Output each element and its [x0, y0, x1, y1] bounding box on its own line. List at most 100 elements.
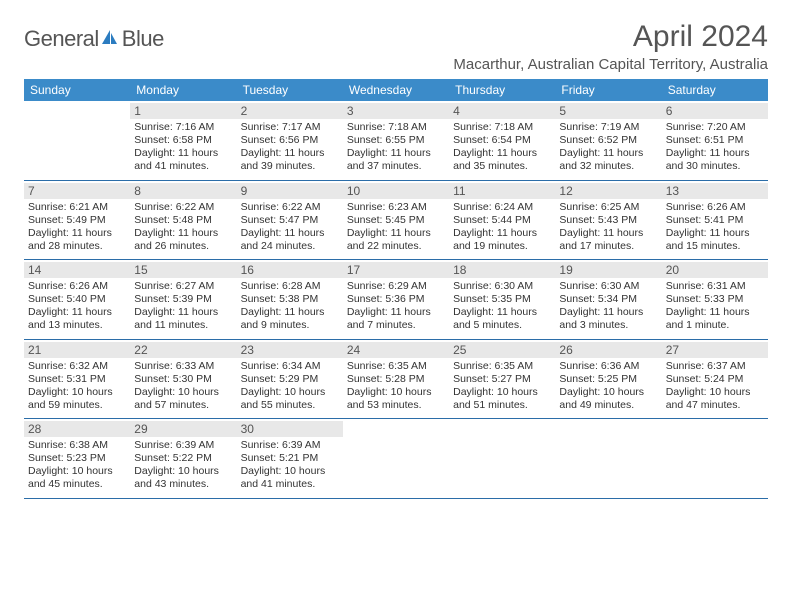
day-detail-line: and 51 minutes.	[453, 399, 551, 412]
day-number: 23	[237, 342, 343, 358]
day-detail-line: Sunrise: 6:23 AM	[347, 201, 445, 214]
sail-icon	[100, 28, 120, 51]
day-detail-line: and 28 minutes.	[28, 240, 126, 253]
day-details: Sunrise: 6:30 AMSunset: 5:34 PMDaylight:…	[559, 280, 657, 333]
day-detail-line: Daylight: 10 hours	[347, 386, 445, 399]
day-details: Sunrise: 6:39 AMSunset: 5:21 PMDaylight:…	[241, 439, 339, 492]
day-detail-line: Daylight: 11 hours	[347, 147, 445, 160]
day-detail-line: and 17 minutes.	[559, 240, 657, 253]
day-detail-line: Daylight: 11 hours	[241, 147, 339, 160]
day-detail-line: Sunset: 5:47 PM	[241, 214, 339, 227]
weekday-header: Sunday	[24, 79, 130, 101]
day-detail-line: Sunset: 5:38 PM	[241, 293, 339, 306]
weekday-header-row: SundayMondayTuesdayWednesdayThursdayFrid…	[24, 79, 768, 101]
day-cell: 28Sunrise: 6:38 AMSunset: 5:23 PMDayligh…	[24, 419, 130, 498]
day-detail-line: Daylight: 10 hours	[559, 386, 657, 399]
day-detail-line: and 49 minutes.	[559, 399, 657, 412]
day-detail-line: Sunset: 5:25 PM	[559, 373, 657, 386]
day-detail-line: Sunrise: 6:28 AM	[241, 280, 339, 293]
day-number: 19	[555, 262, 661, 278]
day-detail-line: Daylight: 11 hours	[559, 227, 657, 240]
day-details: Sunrise: 6:29 AMSunset: 5:36 PMDaylight:…	[347, 280, 445, 333]
day-number: 16	[237, 262, 343, 278]
month-title: April 2024	[453, 20, 768, 54]
day-detail-line: Sunrise: 6:22 AM	[134, 201, 232, 214]
day-number: 6	[662, 103, 768, 119]
day-details: Sunrise: 6:25 AMSunset: 5:43 PMDaylight:…	[559, 201, 657, 254]
day-number: 18	[449, 262, 555, 278]
day-detail-line: Sunrise: 7:18 AM	[453, 121, 551, 134]
day-detail-line: Sunrise: 7:20 AM	[666, 121, 764, 134]
day-number: 4	[449, 103, 555, 119]
day-number: 14	[24, 262, 130, 278]
day-detail-line: Daylight: 11 hours	[559, 147, 657, 160]
day-detail-line: Sunset: 5:23 PM	[28, 452, 126, 465]
day-detail-line: Daylight: 11 hours	[134, 147, 232, 160]
day-number: 22	[130, 342, 236, 358]
day-details: Sunrise: 6:23 AMSunset: 5:45 PMDaylight:…	[347, 201, 445, 254]
day-cell: 15Sunrise: 6:27 AMSunset: 5:39 PMDayligh…	[130, 260, 236, 339]
day-detail-line: Sunset: 5:39 PM	[134, 293, 232, 306]
day-details: Sunrise: 6:39 AMSunset: 5:22 PMDaylight:…	[134, 439, 232, 492]
day-details: Sunrise: 7:17 AMSunset: 6:56 PMDaylight:…	[241, 121, 339, 174]
day-details: Sunrise: 7:19 AMSunset: 6:52 PMDaylight:…	[559, 121, 657, 174]
day-detail-line: Sunrise: 7:17 AM	[241, 121, 339, 134]
day-details: Sunrise: 6:35 AMSunset: 5:27 PMDaylight:…	[453, 360, 551, 413]
day-detail-line: Sunrise: 6:34 AM	[241, 360, 339, 373]
day-detail-line: Sunset: 5:36 PM	[347, 293, 445, 306]
calendar-page: General Blue April 2024 Macarthur, Austr…	[0, 0, 792, 519]
day-detail-line: Sunset: 5:27 PM	[453, 373, 551, 386]
day-details: Sunrise: 6:31 AMSunset: 5:33 PMDaylight:…	[666, 280, 764, 333]
day-detail-line: Sunrise: 6:30 AM	[559, 280, 657, 293]
day-detail-line: Sunrise: 6:35 AM	[453, 360, 551, 373]
week-row: 7Sunrise: 6:21 AMSunset: 5:49 PMDaylight…	[24, 181, 768, 261]
day-details: Sunrise: 6:27 AMSunset: 5:39 PMDaylight:…	[134, 280, 232, 333]
day-detail-line: Sunrise: 6:31 AM	[666, 280, 764, 293]
day-detail-line: Sunset: 6:51 PM	[666, 134, 764, 147]
day-details: Sunrise: 6:28 AMSunset: 5:38 PMDaylight:…	[241, 280, 339, 333]
day-detail-line: Daylight: 11 hours	[241, 227, 339, 240]
day-detail-line: Daylight: 11 hours	[666, 147, 764, 160]
day-number: 29	[130, 421, 236, 437]
brand-name-gray: General	[24, 26, 99, 52]
day-number: 28	[24, 421, 130, 437]
day-details: Sunrise: 7:16 AMSunset: 6:58 PMDaylight:…	[134, 121, 232, 174]
day-detail-line: and 53 minutes.	[347, 399, 445, 412]
day-detail-line: Daylight: 10 hours	[134, 465, 232, 478]
weekday-header: Thursday	[449, 79, 555, 101]
day-cell: 7Sunrise: 6:21 AMSunset: 5:49 PMDaylight…	[24, 181, 130, 260]
day-detail-line: Daylight: 11 hours	[453, 147, 551, 160]
week-row: 1Sunrise: 7:16 AMSunset: 6:58 PMDaylight…	[24, 101, 768, 181]
location-text: Macarthur, Australian Capital Territory,…	[453, 56, 768, 73]
day-detail-line: Sunrise: 6:29 AM	[347, 280, 445, 293]
day-detail-line: and 26 minutes.	[134, 240, 232, 253]
day-detail-line: and 45 minutes.	[28, 478, 126, 491]
weekday-header: Monday	[130, 79, 236, 101]
day-detail-line: Daylight: 11 hours	[134, 227, 232, 240]
day-cell: 8Sunrise: 6:22 AMSunset: 5:48 PMDaylight…	[130, 181, 236, 260]
day-detail-line: Sunset: 5:22 PM	[134, 452, 232, 465]
day-detail-line: Daylight: 10 hours	[453, 386, 551, 399]
day-detail-line: Sunrise: 6:35 AM	[347, 360, 445, 373]
day-cell: 16 Sunrise: 6:28 AMSunset: 5:38 PMDayligh…	[237, 260, 343, 339]
day-detail-line: and 30 minutes.	[666, 160, 764, 173]
title-block: April 2024 Macarthur, Australian Capital…	[453, 20, 768, 73]
day-detail-line: and 57 minutes.	[134, 399, 232, 412]
day-details: Sunrise: 6:37 AMSunset: 5:24 PMDaylight:…	[666, 360, 764, 413]
day-detail-line: and 11 minutes.	[134, 319, 232, 332]
day-detail-line: Daylight: 11 hours	[666, 227, 764, 240]
day-cell: 17Sunrise: 6:29 AMSunset: 5:36 PMDayligh…	[343, 260, 449, 339]
day-number: 27	[662, 342, 768, 358]
day-detail-line: Daylight: 11 hours	[453, 227, 551, 240]
day-detail-line: Daylight: 10 hours	[241, 386, 339, 399]
day-cell: 29 Sunrise: 6:39 AMSunset: 5:22 PMDayligh…	[130, 419, 236, 498]
day-detail-line: Sunset: 5:35 PM	[453, 293, 551, 306]
week-row: 14Sunrise: 6:26 AMSunset: 5:40 PMDayligh…	[24, 260, 768, 340]
day-details: Sunrise: 6:34 AMSunset: 5:29 PMDaylight:…	[241, 360, 339, 413]
day-detail-line: and 22 minutes.	[347, 240, 445, 253]
day-details: Sunrise: 6:30 AMSunset: 5:35 PMDaylight:…	[453, 280, 551, 333]
day-details: Sunrise: 7:18 AMSunset: 6:54 PMDaylight:…	[453, 121, 551, 174]
day-cell: 23 Sunrise: 6:34 AMSunset: 5:29 PMDayligh…	[237, 340, 343, 419]
day-detail-line: and 35 minutes.	[453, 160, 551, 173]
day-cell: 10Sunrise: 6:23 AMSunset: 5:45 PMDayligh…	[343, 181, 449, 260]
